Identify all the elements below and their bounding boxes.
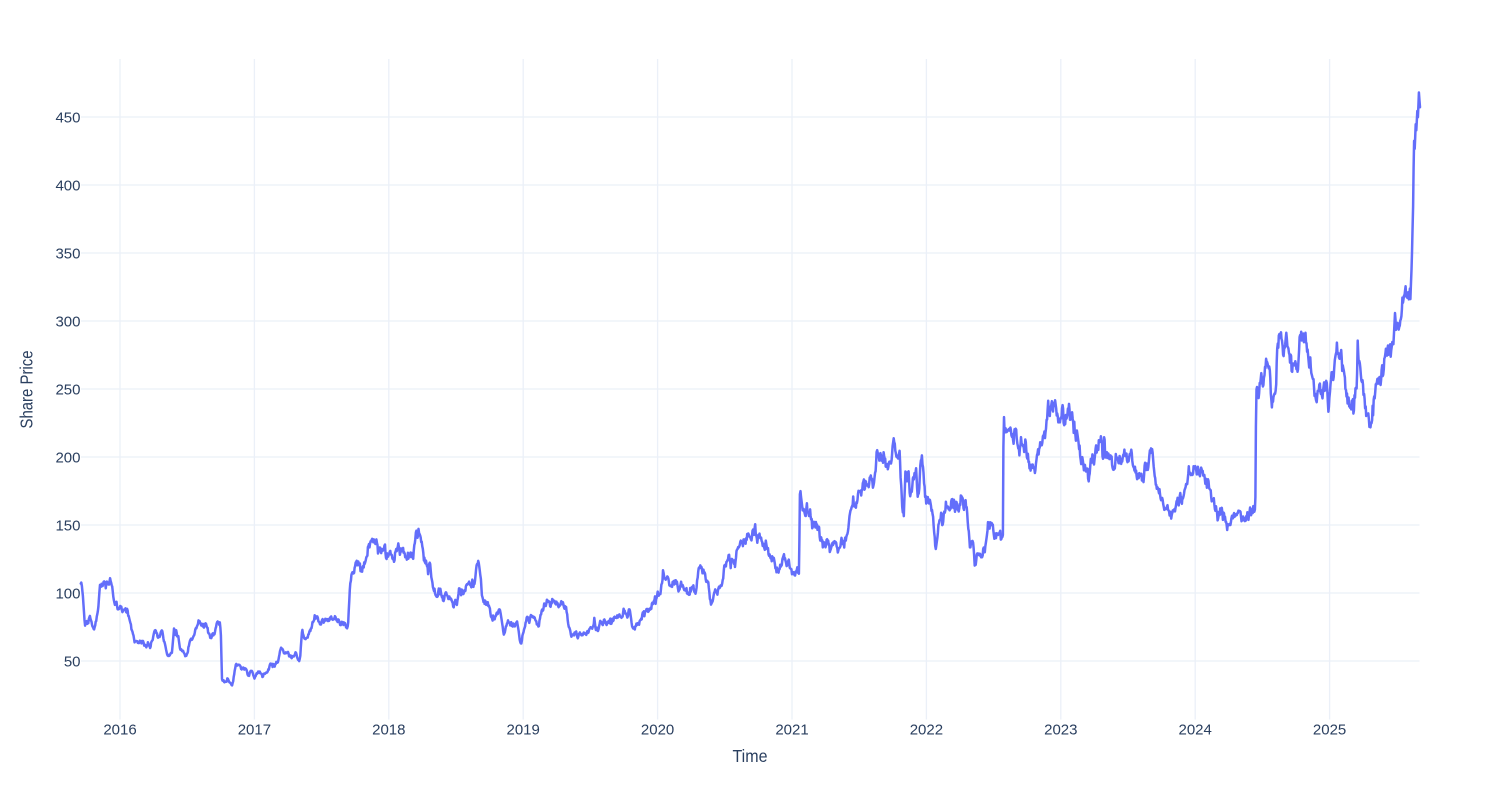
svg-text:2020: 2020 <box>641 722 674 739</box>
svg-text:150: 150 <box>55 517 80 534</box>
svg-text:200: 200 <box>55 449 80 466</box>
svg-text:2022: 2022 <box>910 722 943 739</box>
svg-text:400: 400 <box>55 177 80 194</box>
svg-text:2024: 2024 <box>1179 722 1212 739</box>
svg-text:Time: Time <box>733 746 768 766</box>
svg-text:250: 250 <box>55 381 80 398</box>
svg-text:2019: 2019 <box>507 722 540 739</box>
svg-text:Share Price: Share Price <box>17 351 37 429</box>
svg-text:2018: 2018 <box>372 722 405 739</box>
svg-text:2021: 2021 <box>775 722 808 739</box>
svg-text:350: 350 <box>55 245 80 262</box>
svg-text:2017: 2017 <box>238 722 271 739</box>
svg-text:100: 100 <box>55 585 80 602</box>
svg-text:300: 300 <box>55 313 80 330</box>
svg-text:50: 50 <box>64 653 81 670</box>
svg-text:2016: 2016 <box>103 722 136 739</box>
svg-text:2023: 2023 <box>1044 722 1077 739</box>
svg-text:450: 450 <box>55 109 80 126</box>
svg-text:2025: 2025 <box>1313 722 1346 739</box>
